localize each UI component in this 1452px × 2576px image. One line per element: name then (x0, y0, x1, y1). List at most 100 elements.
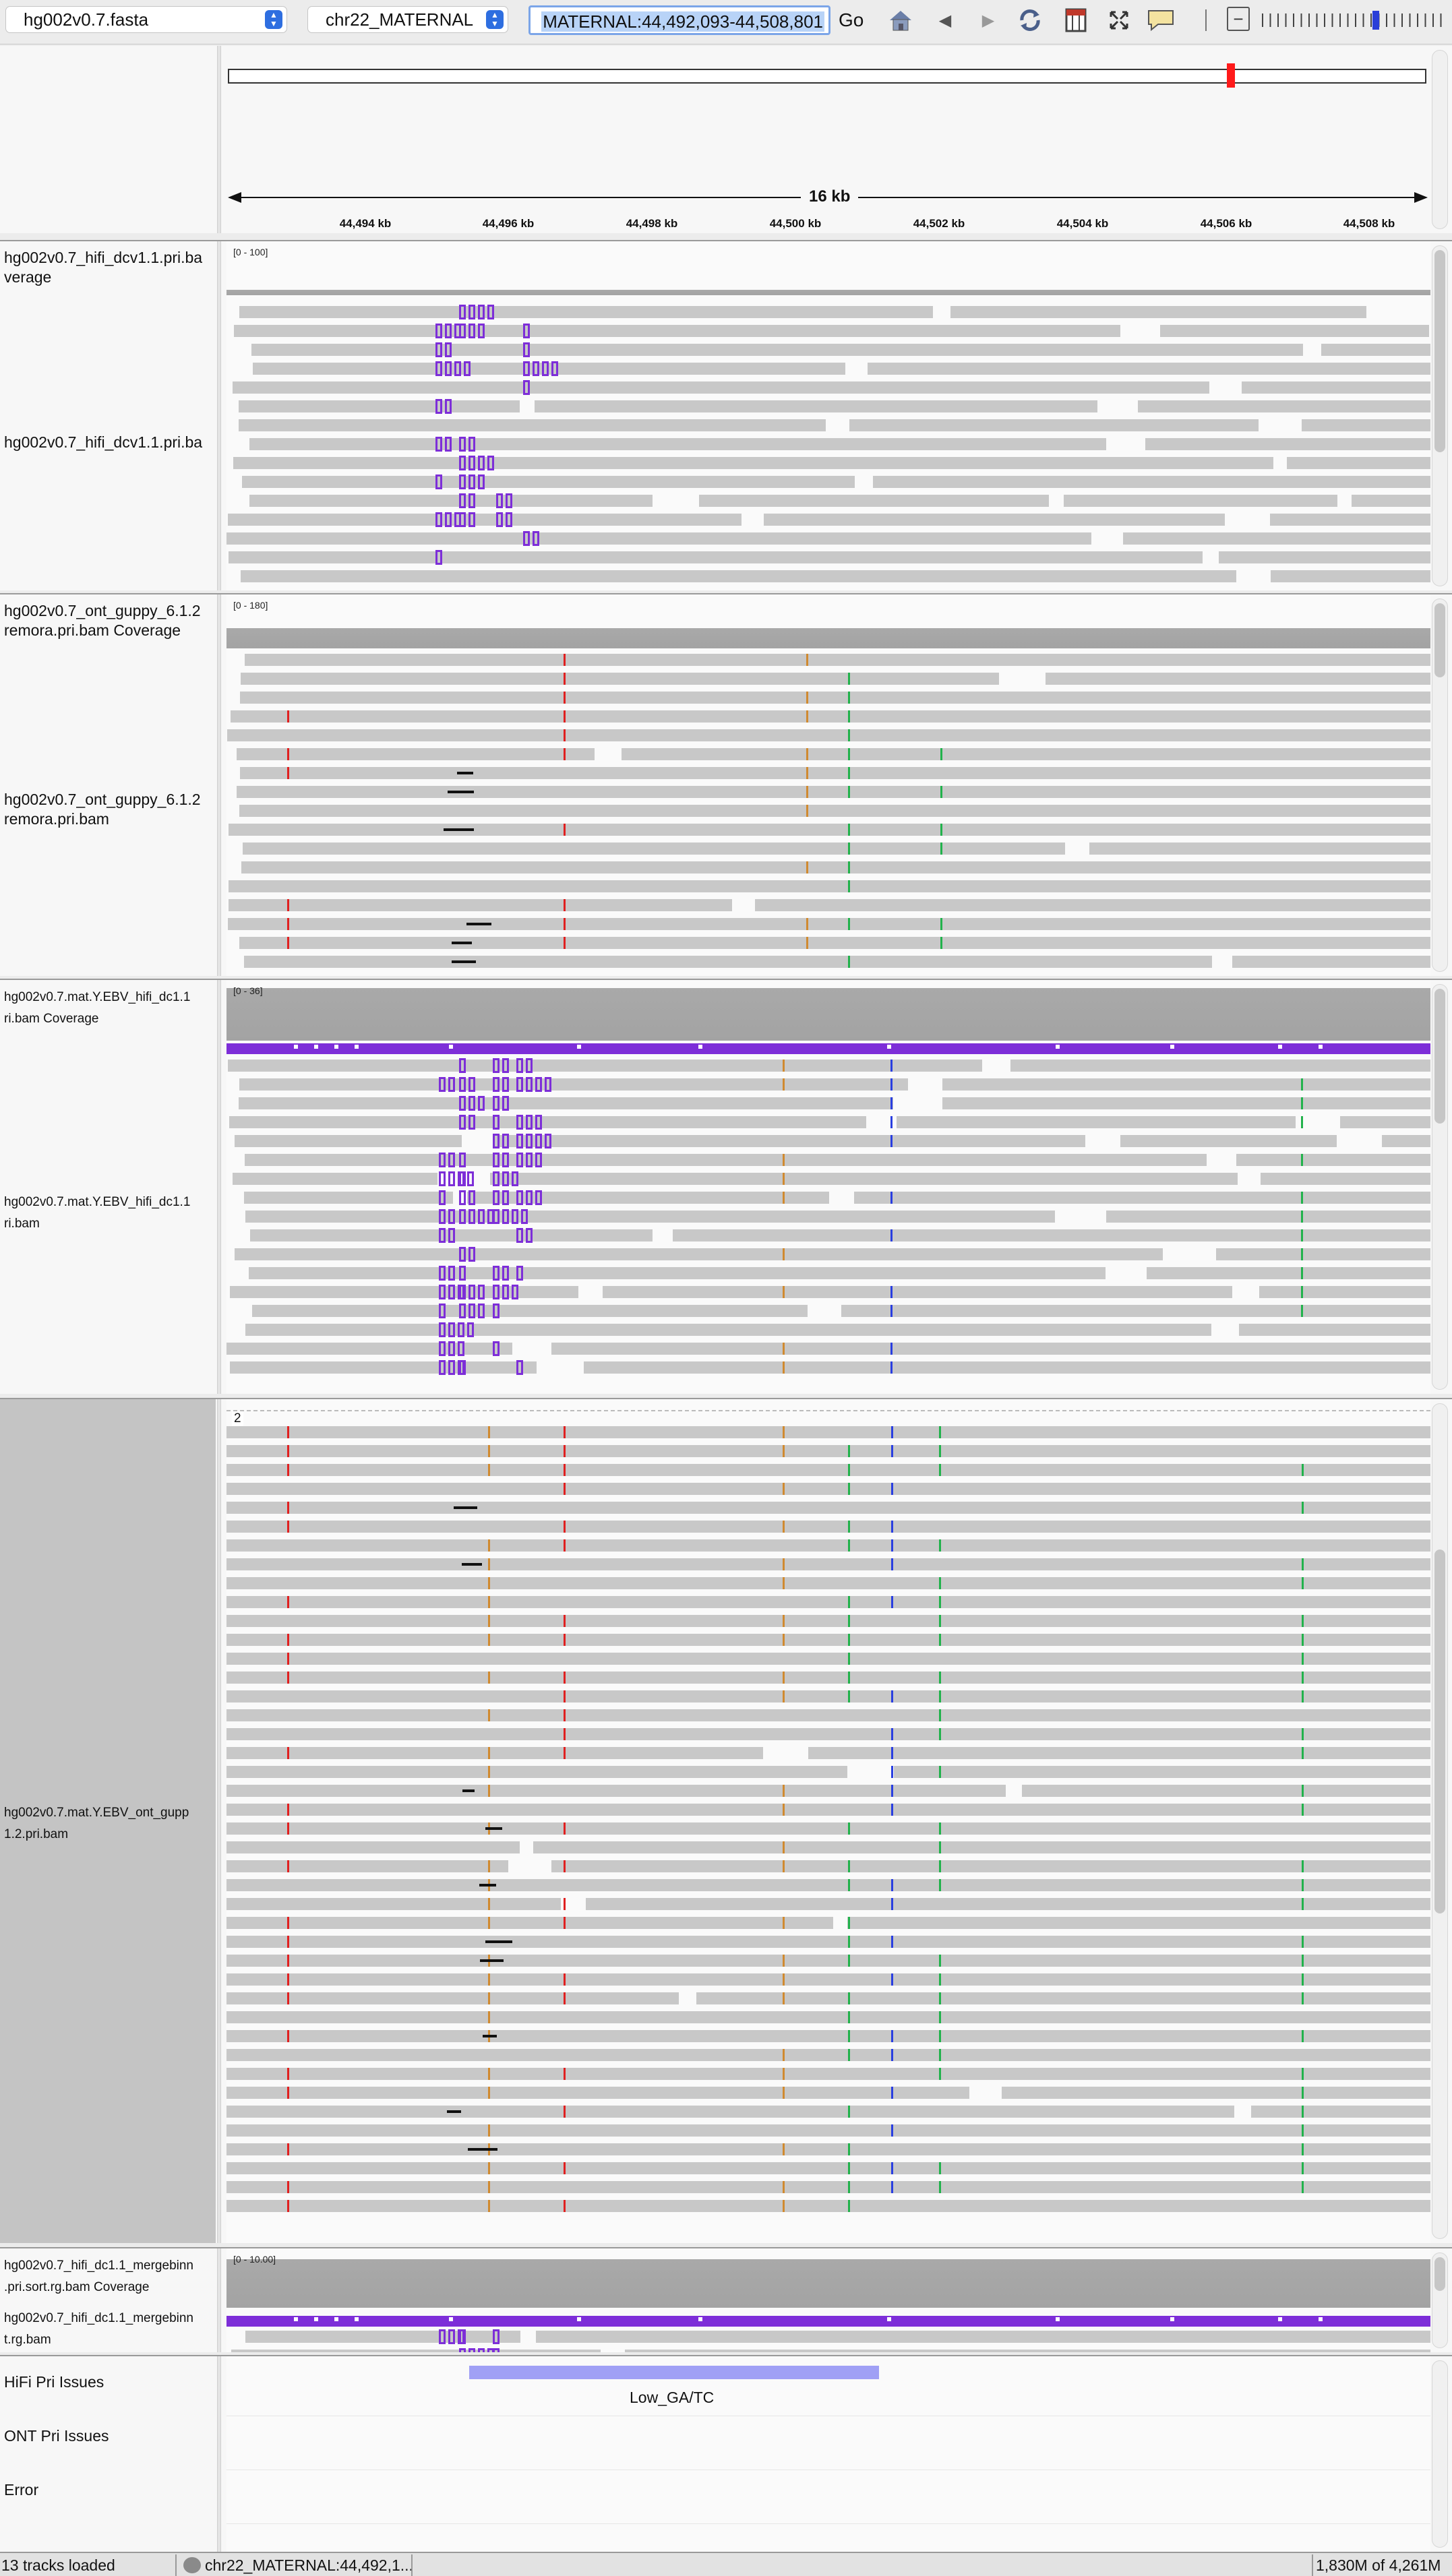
mismatch-marker[interactable] (564, 937, 566, 949)
mismatch-marker[interactable] (488, 1539, 490, 1552)
alignment-read[interactable] (233, 457, 1273, 469)
alignment-read[interactable] (699, 495, 1049, 507)
alignment-read[interactable] (1145, 438, 1430, 450)
mismatch-marker[interactable] (564, 1992, 566, 2004)
mismatch-marker[interactable] (890, 1135, 893, 1147)
alignment-read[interactable] (841, 1305, 1430, 1317)
coverage-histogram[interactable] (226, 988, 1430, 1041)
mismatch-marker[interactable] (848, 880, 850, 892)
mismatch-marker[interactable] (287, 710, 289, 723)
mismatch-marker[interactable] (783, 1361, 785, 1374)
alignment-read[interactable] (1089, 842, 1430, 855)
alignment-read[interactable] (535, 400, 1097, 412)
deletion-marker[interactable] (479, 1884, 496, 1887)
mismatch-marker[interactable] (783, 1804, 785, 1816)
alignment-read[interactable] (226, 1615, 1430, 1627)
mismatch-marker[interactable] (939, 2049, 941, 2061)
mismatch-marker[interactable] (564, 673, 566, 685)
mismatch-marker[interactable] (891, 2181, 893, 2193)
mismatch-marker[interactable] (564, 1539, 566, 1552)
mismatch-marker[interactable] (783, 1955, 785, 1967)
alignment-read[interactable] (237, 786, 1430, 798)
track-name-error[interactable]: Error (4, 2481, 39, 2498)
mismatch-marker[interactable] (940, 937, 942, 949)
insertion-marker[interactable] (478, 324, 485, 338)
mismatch-marker[interactable] (939, 2030, 941, 2042)
mismatch-marker[interactable] (564, 1898, 566, 1910)
mismatch-marker[interactable] (1302, 1634, 1304, 1646)
mismatch-marker[interactable] (287, 767, 289, 779)
mismatch-marker[interactable] (939, 1445, 941, 1457)
alignment-read[interactable] (226, 1690, 1430, 1703)
alignment-read[interactable] (226, 2162, 1430, 2174)
alignment-read[interactable] (490, 1173, 1238, 1185)
alignment-read[interactable] (226, 1343, 512, 1355)
insertion-marker[interactable] (506, 512, 512, 527)
alignment-read[interactable] (849, 419, 1259, 431)
insertion-marker[interactable] (448, 1153, 455, 1167)
alignment-read[interactable] (253, 363, 845, 375)
insertion-marker[interactable] (468, 1096, 475, 1111)
mismatch-marker[interactable] (287, 2200, 289, 2212)
mismatch-marker[interactable] (891, 1766, 893, 1778)
mismatch-marker[interactable] (939, 1634, 941, 1646)
track-name-hifi-issues[interactable]: HiFi Pri Issues (4, 2373, 104, 2391)
insertion-marker[interactable] (459, 1360, 466, 1375)
insertion-marker[interactable] (535, 1190, 542, 1205)
alignment-read[interactable] (226, 1728, 1430, 1740)
mismatch-marker[interactable] (783, 2087, 785, 2099)
insertion-marker[interactable] (435, 437, 442, 452)
alignment-read[interactable] (894, 1766, 1430, 1778)
mismatch-marker[interactable] (939, 1672, 941, 1684)
panel-features-data[interactable]: Low_GA/TC (226, 2356, 1430, 2552)
insertion-marker[interactable] (445, 342, 452, 357)
mismatch-marker[interactable] (783, 1615, 785, 1627)
alignment-read[interactable] (226, 1558, 1430, 1570)
insertion-marker[interactable] (445, 437, 452, 452)
insertion-marker[interactable] (523, 361, 530, 376)
mismatch-marker[interactable] (891, 1898, 893, 1910)
mismatch-marker[interactable] (488, 2087, 490, 2099)
insertion-marker[interactable] (516, 1360, 523, 1375)
mismatch-marker[interactable] (564, 899, 566, 911)
mismatch-marker[interactable] (891, 2124, 893, 2137)
insertion-marker[interactable] (516, 1190, 523, 1205)
mismatch-marker[interactable] (564, 1521, 566, 1533)
mismatch-marker[interactable] (564, 2106, 566, 2118)
alignment-read[interactable] (950, 306, 1366, 318)
insertion-marker[interactable] (526, 1077, 533, 1092)
insertion-marker[interactable] (478, 1285, 485, 1299)
mismatch-marker[interactable] (1301, 1267, 1303, 1279)
mismatch-marker[interactable] (939, 1539, 941, 1552)
mismatch-marker[interactable] (939, 2162, 941, 2174)
mismatch-marker[interactable] (783, 1785, 785, 1797)
insertion-marker[interactable] (478, 1304, 485, 1318)
mismatch-marker[interactable] (890, 1060, 893, 1072)
mismatch-marker[interactable] (848, 1483, 850, 1495)
insertion-marker[interactable] (506, 493, 512, 508)
scrollbar-thumb[interactable] (1434, 603, 1445, 677)
mismatch-marker[interactable] (890, 1116, 893, 1128)
alignment-read[interactable] (245, 1210, 1055, 1223)
mismatch-marker[interactable] (287, 2143, 289, 2155)
deletion-marker[interactable] (447, 2110, 461, 2113)
mismatch-marker[interactable] (939, 1615, 941, 1627)
alignment-read[interactable] (868, 363, 1430, 375)
mismatch-marker[interactable] (783, 1521, 785, 1533)
insertion-marker[interactable] (478, 474, 485, 489)
insertion-marker[interactable] (459, 2329, 466, 2344)
mismatch-marker[interactable] (1302, 1879, 1304, 1891)
mismatch-marker[interactable] (891, 1426, 893, 1438)
mismatch-marker[interactable] (939, 1860, 941, 1872)
insertion-marker[interactable] (493, 1058, 500, 1073)
insertion-marker[interactable] (516, 1153, 523, 1167)
alignment-read[interactable] (467, 1192, 829, 1204)
mismatch-marker[interactable] (940, 786, 942, 798)
alignment-read[interactable] (241, 861, 1430, 873)
mismatch-marker[interactable] (939, 2011, 941, 2023)
insertion-marker[interactable] (521, 1209, 528, 1224)
mismatch-marker[interactable] (783, 1286, 785, 1298)
mismatch-marker[interactable] (848, 748, 850, 760)
insertion-marker[interactable] (468, 1304, 475, 1318)
mismatch-marker[interactable] (848, 824, 850, 836)
